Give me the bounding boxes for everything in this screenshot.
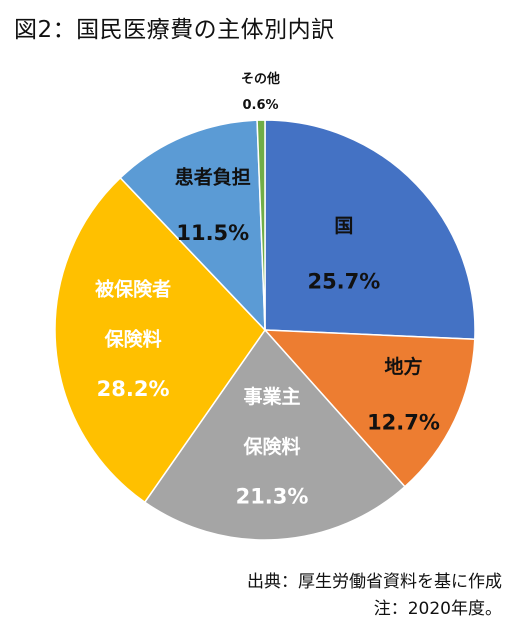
footnote: 注：2020年度。	[373, 599, 502, 619]
slice-value-label-0: 25.7%	[307, 270, 380, 294]
slice-name-label-0: 国	[334, 215, 353, 237]
pie-slice-3	[54, 176, 266, 504]
slice-name-label-4: 患者負担	[175, 166, 251, 189]
slice-name-label-5: その他	[241, 71, 280, 87]
pie-slice-5	[256, 119, 266, 331]
slice-value-label-4: 11.5%	[176, 221, 249, 245]
slice-name-label-3: 保険料	[104, 327, 162, 350]
pie-slices	[54, 119, 476, 541]
pie-slice-2	[143, 328, 406, 541]
slice-name-label-3: 被保険者	[95, 277, 171, 300]
pie-slice-1	[263, 329, 476, 488]
slice-value-label-2: 21.3%	[236, 484, 309, 508]
slice-name-label-2: 事業主	[244, 385, 301, 408]
slice-value-label-3: 28.2%	[97, 377, 170, 401]
pie-chart: 国25.7%地方12.7%事業主保険料21.3%被保険者保険料28.2%患者負担…	[54, 71, 476, 541]
chart-title: 図2：国民医療費の主体別内訳	[14, 17, 335, 43]
pie-labels: 国25.7%地方12.7%事業主保険料21.3%被保険者保険料28.2%患者負担…	[95, 71, 440, 508]
pie-slice-0	[264, 119, 476, 341]
pie-slice-4	[119, 119, 266, 332]
slice-value-label-5: 0.6%	[242, 98, 278, 113]
source-note: 出典：厚生労働省資料を基に作成	[247, 572, 502, 592]
slice-name-label-1: 地方	[384, 355, 422, 378]
slice-name-label-2: 保険料	[243, 435, 301, 458]
slice-value-label-1: 12.7%	[367, 411, 440, 435]
